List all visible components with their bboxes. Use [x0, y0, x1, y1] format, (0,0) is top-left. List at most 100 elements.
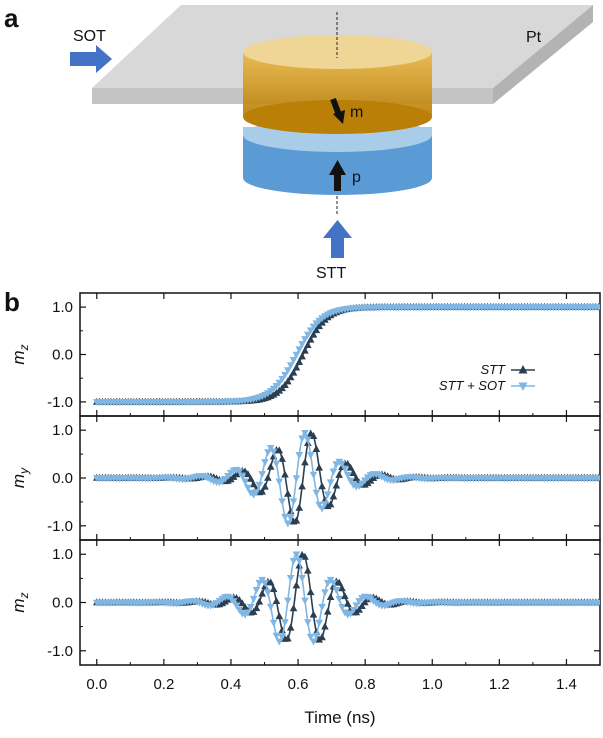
y-tick-label: 0.0: [52, 595, 73, 612]
data-point: [303, 566, 312, 574]
data-point: [284, 520, 292, 528]
data-point: [306, 633, 315, 641]
data-point: [341, 592, 349, 600]
data-point: [275, 478, 284, 486]
data-point: [341, 465, 349, 473]
data-point: [298, 482, 306, 490]
data-point: [326, 593, 335, 601]
data-point: [346, 477, 355, 485]
data-point: [286, 373, 295, 381]
data-point: [358, 602, 366, 610]
data-point: [335, 578, 343, 586]
series-stt-sot: [92, 304, 600, 407]
y-tick-label: 1.0: [52, 299, 73, 316]
data-point: [323, 491, 332, 499]
panel-a: a m: [4, 3, 593, 282]
series-stt: [92, 302, 600, 405]
data-point: [258, 589, 266, 597]
data-point: [338, 460, 346, 468]
data-point: [284, 597, 292, 605]
data-point: [318, 603, 326, 611]
legend-label: STT + SOT: [439, 378, 506, 393]
data-point: [352, 602, 361, 610]
data-point: [321, 501, 329, 509]
data-point: [269, 619, 278, 627]
data-point: [269, 448, 278, 456]
data-point: [312, 632, 321, 640]
y-tick-label: 0.0: [52, 347, 73, 364]
x-tick-label: 0.6: [288, 676, 309, 693]
data-point: [594, 599, 600, 607]
data-point: [329, 468, 338, 476]
data-point: [301, 346, 309, 354]
data-point: [309, 330, 318, 338]
data-point: [321, 589, 329, 597]
data-point: [289, 368, 298, 376]
data-point: [355, 605, 363, 613]
data-point: [335, 595, 343, 603]
x-tick-label: 0.8: [355, 676, 376, 693]
y-axis-label: my: [9, 467, 31, 488]
data-point: [332, 587, 341, 595]
stt-arrow: [323, 220, 352, 258]
data-point: [303, 436, 312, 444]
data-point: [278, 454, 286, 462]
x-tick-label: 0.4: [221, 676, 242, 693]
data-point: [275, 638, 284, 646]
stt-label: STT: [316, 265, 346, 282]
data-point: [266, 578, 275, 586]
data-point: [241, 478, 249, 486]
data-point: [275, 446, 284, 454]
pt-slab-side: [493, 5, 593, 104]
data-point: [275, 612, 284, 620]
data-point: [298, 341, 306, 349]
data-point: [286, 362, 295, 370]
data-point: [284, 377, 292, 385]
p-label: p: [352, 169, 361, 186]
data-point: [264, 589, 272, 597]
data-point: [238, 599, 247, 607]
m-arrow: [330, 97, 345, 124]
data-point: [261, 482, 269, 490]
data-point: [301, 552, 309, 560]
data-point: [281, 513, 289, 521]
data-point: [255, 597, 264, 605]
y-tick-label: 1.0: [52, 422, 73, 439]
data-point: [229, 598, 238, 606]
data-point: [315, 501, 323, 509]
data-point: [249, 480, 258, 488]
data-point: [261, 579, 269, 587]
legend-label: STT: [480, 362, 506, 377]
data-point: [295, 452, 304, 460]
data-point: [329, 579, 338, 587]
data-point: [275, 379, 284, 387]
data-point: [284, 367, 292, 375]
data-point: [252, 587, 261, 595]
x-tick-label: 1.0: [422, 676, 443, 693]
data-point: [292, 551, 301, 559]
data-point: [249, 595, 258, 603]
data-point: [352, 474, 361, 482]
data-point: [289, 357, 298, 365]
data-point: [292, 363, 301, 371]
data-point: [246, 604, 255, 612]
y-tick-label: -1.0: [47, 643, 73, 660]
data-point: [266, 603, 275, 611]
data-point: [295, 346, 304, 354]
data-point: [246, 474, 255, 482]
chart-my_mid: -1.0 0.0 1.0 my: [9, 415, 601, 541]
data-point: [326, 479, 335, 487]
data-point: [286, 507, 295, 515]
data-point: [292, 516, 301, 524]
series-stt-sot: [92, 551, 600, 646]
data-point: [315, 463, 323, 471]
data-point: [349, 468, 358, 476]
x-axis-label: Time (ns): [304, 708, 375, 727]
data-point: [292, 581, 301, 589]
panel-b-letter: b: [4, 287, 20, 317]
data-point: [286, 574, 295, 582]
data-point: [298, 435, 306, 443]
data-point: [272, 632, 281, 640]
